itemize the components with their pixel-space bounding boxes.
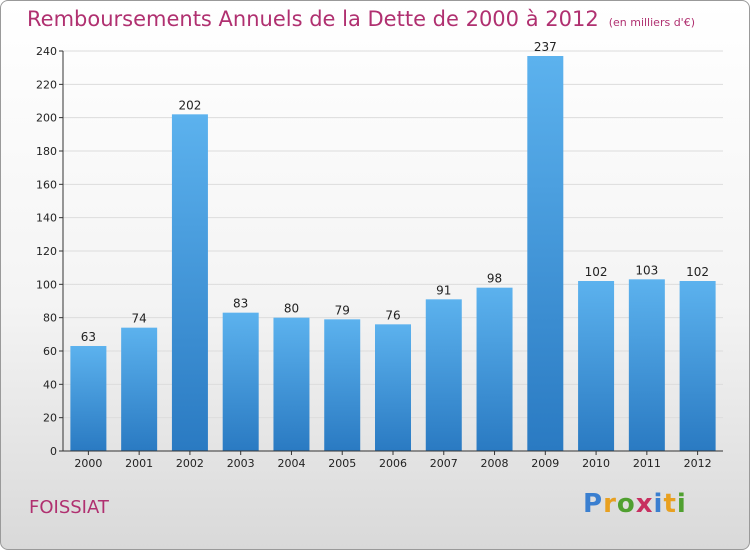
x-tick-label: 2010	[582, 457, 610, 470]
data-label: 91	[436, 283, 451, 297]
y-tick-label: 40	[43, 378, 57, 391]
x-tick-label: 2007	[430, 457, 458, 470]
data-label: 76	[385, 308, 400, 322]
x-tick-label: 2009	[531, 457, 559, 470]
data-label: 98	[487, 272, 502, 286]
city-name: FOISSIAT	[29, 497, 109, 518]
data-label: 237	[534, 40, 557, 54]
proxiti-logo: Proxiti	[583, 489, 687, 519]
data-label: 102	[585, 265, 608, 279]
y-tick-label: 140	[36, 212, 57, 225]
bar-2008	[476, 287, 513, 451]
data-label: 83	[233, 297, 248, 311]
x-tick-label: 2006	[379, 457, 407, 470]
y-tick-label: 180	[36, 145, 57, 158]
bar-2006	[375, 324, 411, 451]
bar-2009	[527, 56, 564, 451]
bar-2010	[578, 281, 615, 451]
x-tick-label: 2002	[176, 457, 204, 470]
y-tick-label: 20	[43, 412, 57, 425]
logo-letter: i	[653, 489, 664, 519]
bar-2011	[628, 279, 665, 451]
bars	[70, 56, 716, 451]
data-label: 103	[635, 263, 658, 277]
chart-title: Remboursements Annuels de la Dette de 20…	[27, 7, 695, 31]
x-tick-label: 2011	[633, 457, 661, 470]
logo-letter: P	[583, 489, 604, 519]
data-label: 63	[81, 330, 96, 344]
x-tick-label: 2012	[684, 457, 712, 470]
x-tick-label: 2008	[481, 457, 509, 470]
data-label: 79	[335, 303, 350, 317]
y-tick-label: 100	[36, 278, 57, 291]
y-tick-label: 200	[36, 112, 57, 125]
title-unit: (en milliers d'€)	[608, 16, 695, 29]
bar-2005	[324, 319, 361, 451]
x-tick-label: 2001	[125, 457, 153, 470]
bar-2012	[679, 281, 716, 451]
logo-letter: t	[663, 489, 677, 519]
y-tick-label: 220	[36, 78, 57, 91]
logo-letter: r	[603, 489, 617, 519]
data-label: 102	[686, 265, 709, 279]
data-label: 202	[178, 98, 201, 112]
bar-2000	[70, 346, 107, 451]
data-label: 74	[132, 312, 147, 326]
x-tick-label: 2000	[74, 457, 102, 470]
logo-letter: x	[635, 489, 654, 519]
y-tick-label: 120	[36, 245, 57, 258]
logo-letter: i	[676, 489, 687, 519]
bar-2004	[273, 317, 310, 451]
logo-letter: o	[616, 489, 636, 519]
bar-2007	[425, 299, 462, 451]
x-tick-label: 2004	[277, 457, 305, 470]
bar-2003	[222, 312, 259, 451]
x-tick-label: 2005	[328, 457, 356, 470]
bar-2001	[121, 327, 158, 451]
labels: 0 20 40 60 80 100 120 140 160 180 200 220 240 2000 63 2…	[36, 40, 712, 470]
y-tick-label: 240	[36, 45, 57, 58]
y-tick-label: 160	[36, 178, 57, 191]
title-text: Remboursements Annuels de la Dette de 20…	[27, 7, 599, 31]
y-tick-label: 60	[43, 345, 57, 358]
axes	[59, 50, 723, 455]
x-tick-label: 2003	[227, 457, 255, 470]
y-tick-label: 0	[50, 445, 57, 458]
bar-2002	[171, 114, 208, 451]
data-label: 80	[284, 302, 299, 316]
y-tick-label: 80	[43, 312, 57, 325]
